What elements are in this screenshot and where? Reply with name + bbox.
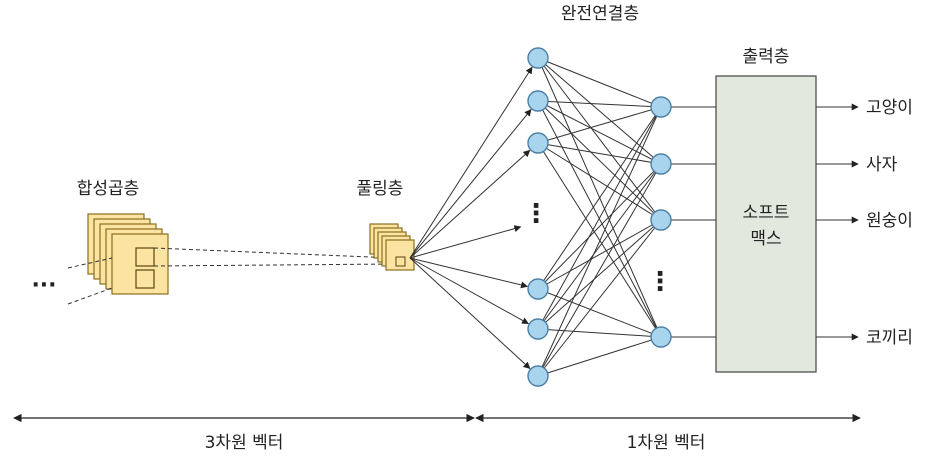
fc-layer-label: 완전연결층 — [561, 4, 639, 24]
dense-edge — [537, 288, 662, 338]
dense-edge — [537, 219, 662, 330]
pool-feature-maps — [369, 223, 415, 271]
dense-edge — [537, 163, 662, 330]
output-class-label: 코끼리 — [866, 328, 913, 348]
output-class-label: 사자 — [866, 155, 898, 175]
fc-neuron — [527, 278, 549, 300]
dense-edge — [537, 106, 662, 290]
input-edge — [409, 149, 531, 259]
dense-edge — [537, 336, 662, 377]
hidden-neuron — [650, 96, 672, 118]
dense-edge — [537, 163, 662, 290]
hidden-neuron — [650, 209, 672, 231]
dense-edge — [537, 57, 662, 108]
pool-layer-label: 풀링층 — [357, 179, 404, 199]
output-class-label: 고양이 — [866, 98, 913, 118]
dense-edge — [537, 57, 662, 165]
output-arrows — [816, 103, 859, 341]
dense-edge — [537, 219, 662, 377]
conv-layer-label: 합성곱층 — [77, 179, 140, 199]
hidden-ellipsis: ⋮ — [647, 267, 673, 297]
input-edge — [409, 225, 522, 259]
hidden-neuron — [650, 326, 672, 348]
dense-edge — [537, 219, 662, 290]
input-edge — [409, 257, 531, 370]
dense-edge — [537, 100, 662, 165]
output-class-label: 원숭이 — [866, 211, 913, 231]
fc-ellipsis: ⋮ — [523, 199, 549, 229]
left-ellipsis: ··· — [31, 273, 56, 298]
dense-edge — [537, 57, 662, 221]
hidden-neuron — [650, 153, 672, 175]
softmax-label-line2: 맥스 — [750, 229, 781, 249]
input-edge — [409, 257, 528, 289]
input-edge — [409, 108, 532, 259]
fc-neuron — [527, 318, 549, 340]
output-layer-label: 출력층 — [743, 47, 790, 67]
fc-neuron — [527, 90, 549, 112]
dense-edge — [537, 142, 662, 221]
projection-lines — [67, 247, 395, 305]
conv-feature-maps — [87, 213, 169, 295]
dense-edge — [537, 142, 662, 338]
dense-edge — [537, 142, 662, 165]
dense-edge — [537, 163, 662, 377]
range-1d-label: 1차원 벡터 — [627, 433, 706, 453]
fc-neuron — [527, 132, 549, 154]
fc-neuron — [527, 365, 549, 387]
fc-neuron — [527, 47, 549, 69]
dense-edge — [537, 106, 662, 330]
input-edge — [409, 66, 533, 259]
input-edge — [409, 257, 529, 325]
softmax-label-line1: 소프트 — [743, 203, 790, 223]
range-3d-label: 3차원 벡터 — [205, 433, 284, 453]
dense-edge — [537, 100, 662, 108]
network-edges — [409, 57, 716, 377]
softmax-block — [715, 75, 817, 373]
network-neurons — [527, 47, 672, 387]
dense-edge — [537, 106, 662, 144]
dense-edge — [537, 106, 662, 377]
